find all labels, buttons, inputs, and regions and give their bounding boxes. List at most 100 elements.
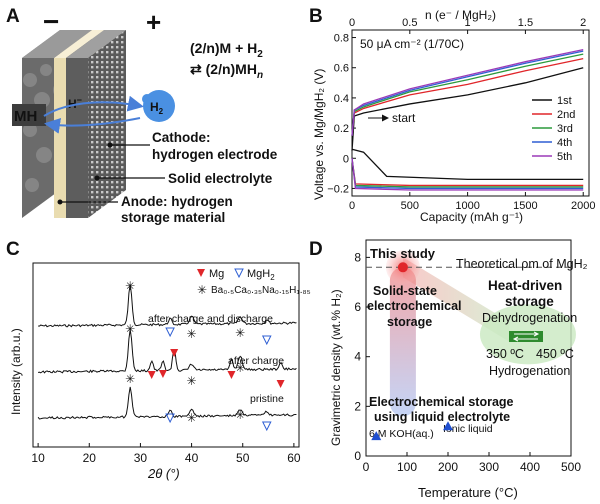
b-y-tick-label: −0.2 (327, 183, 349, 195)
ba-peak-marker: ✳ (187, 374, 197, 388)
h2-label: H2 (150, 100, 164, 116)
b-top-tick-label: 2 (580, 17, 586, 29)
b-y-tick-label: 0.6 (334, 63, 349, 75)
d-x-tick-label: 400 (520, 460, 540, 474)
b-x-tick-label: 500 (401, 200, 419, 212)
mg-peak-marker (227, 371, 236, 379)
b-top-tick-label: 1 (465, 17, 471, 29)
panel-a-letter: A (6, 6, 20, 27)
liquid-label-1: Electrochemical storage (369, 395, 514, 409)
glow-solid-to-heat (402, 257, 510, 342)
xrd-trace-after-charge (38, 329, 297, 374)
b-legend-label: 2nd (557, 109, 575, 121)
electrolyte-label: Solid electrolyte (168, 171, 273, 186)
ba-peak-marker: ✳ (187, 327, 197, 341)
ba-peak-marker: ✳ (235, 408, 245, 422)
cathode-label-2: hydrogen electrode (152, 147, 278, 162)
mg-peak-marker (276, 380, 285, 388)
ionic-liquid-label: Ionic liquid (443, 423, 493, 435)
h-minus-arrow-back (44, 117, 141, 134)
d-y-tick-label: 2 (354, 399, 361, 413)
panel-a: A − + MH H− H2 (2/n)M + H2 ⇄ (2/n)MH (6, 6, 278, 225)
plus-sign: + (146, 7, 161, 37)
d-x-tick-label: 100 (397, 460, 417, 474)
hydrogenation-label: Hydrogenation (489, 364, 570, 378)
d-glow-regions (385, 250, 576, 417)
c-x-tick-label: 60 (287, 451, 301, 465)
d-y-tick-label: 4 (354, 350, 361, 364)
anode-label-1: Anode: hydrogen (121, 194, 233, 209)
solid-state-label-1: Solid-state (373, 284, 437, 298)
plot-frame-b (351, 29, 590, 197)
start-label: start (392, 111, 416, 125)
c-x-tick-label: 20 (83, 451, 97, 465)
legend-ba-marker: ✳ (197, 283, 207, 297)
c-x-tick-label: 30 (134, 451, 148, 465)
minus-sign: − (43, 6, 59, 37)
c-x-tick-label: 40 (185, 451, 199, 465)
b-y-axis-label: Voltage vs. Mg/MgH₂ (V) (312, 69, 326, 200)
panel-b: B 0 500 1000 1500 2000 −0.200.20.40.60.8 0 0.… (309, 6, 595, 224)
d-x-tick-label: 500 (561, 460, 581, 474)
mgh2-peak-marker (261, 335, 272, 346)
ba-peak-marker: ✳ (235, 326, 245, 340)
b-x-tick-label: 0 (349, 200, 355, 212)
d-x-tick-label: 0 (363, 460, 370, 474)
c-x-tick-label: 50 (236, 451, 250, 465)
b-y-tick-label: 0.4 (334, 93, 349, 105)
c-markers: ✳ ✳ ✳ ✳ ✳ ✳ ✳ ✳ ✳ (125, 279, 285, 432)
b-x-ticks: 0 500 1000 1500 2000 (349, 192, 595, 212)
b-y-tick-label: 0 (343, 153, 349, 165)
ba-peak-marker: ✳ (235, 361, 245, 375)
b-discharge-curve-2nd (351, 158, 584, 187)
b-legend-label: 3rd (557, 123, 573, 135)
panel-c: C 10 20 30 40 50 60 2θ (°) Intensity (arb.u.)… (6, 239, 311, 481)
c-traces (37, 284, 297, 420)
trace-label-top: after charge and discharge (148, 313, 273, 325)
d-x-tick-label: 300 (479, 460, 499, 474)
koh-label: 6 M KOH(aq.) (369, 428, 434, 440)
ba-peak-marker: ✳ (125, 372, 135, 386)
b-condition-label: 50 μA cm⁻² (1/70C) (360, 37, 464, 51)
mg-peak-marker (158, 370, 167, 378)
mg-peak-marker (170, 349, 179, 357)
reaction-line-2: ⇄ (2/n)MHn (190, 61, 263, 81)
plot-frame-d (365, 239, 572, 457)
b-charge-curve-2nd (351, 58, 584, 136)
legend-mgh2-label: MgH2 (247, 268, 275, 282)
heat-arrows-box (509, 331, 543, 342)
b-discharge-curve-3rd (351, 158, 584, 188)
ba-peak-marker: ✳ (125, 279, 135, 293)
this-study-label: This study (370, 246, 436, 261)
heat-driven-label-2: storage (505, 294, 554, 309)
b-legend-label: 5th (557, 151, 572, 163)
legend-mg-label: Mg (209, 268, 224, 280)
c-x-ticks: 10 20 30 40 50 60 (31, 443, 301, 465)
b-charge-curve-4th (351, 50, 584, 136)
b-discharge-curve-4th (351, 158, 584, 190)
h-minus-label: H− (68, 95, 82, 111)
liquid-label-2: using liquid electrolyte (374, 410, 510, 424)
d-points (371, 262, 453, 441)
panel-d: D 0 100 200 300 400 500 0 2 4 6 8 Temperature (°C… (309, 239, 588, 500)
liquid-electrolyte-point (371, 431, 382, 441)
c-x-tick-label: 10 (31, 451, 45, 465)
legend-ba-label: Ba₀.₅Ca₀.₃₅Na₀.₁₅H₁.₈₅ (211, 285, 311, 296)
b-top-tick-label: 1.5 (518, 17, 533, 29)
mh-label: MH (14, 108, 37, 125)
b-x-tick-label: 1500 (513, 200, 537, 212)
cathode-top (66, 30, 126, 58)
d-x-axis-label: Temperature (°C) (418, 485, 518, 500)
panel-b-letter: B (309, 6, 323, 27)
b-y-tick-label: 0.2 (334, 123, 349, 135)
dehydrogenation-label: Dehydrogenation (482, 311, 577, 325)
b-discharge-curve-1st (351, 148, 584, 181)
temp-350-label: 350 ºC (486, 347, 524, 361)
theoretical-label: Theoretical ρm of MgH₂ (456, 257, 588, 271)
d-y-tick-label: 0 (354, 449, 361, 463)
anode-top (22, 30, 92, 58)
mg-peak-marker (147, 371, 156, 379)
d-y-tick-label: 6 (354, 300, 361, 314)
xrd-trace-pristine (37, 386, 297, 420)
temp-450-label: 450 ºC (536, 347, 574, 361)
